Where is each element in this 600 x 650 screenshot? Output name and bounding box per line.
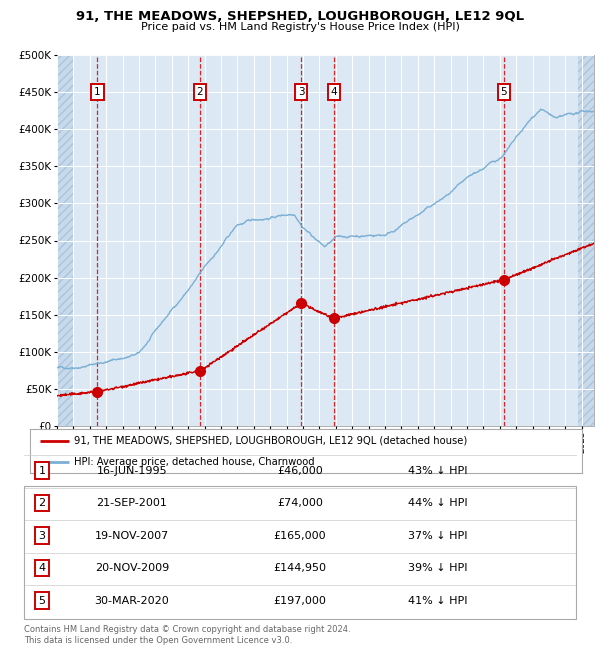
Text: 4: 4 [331,87,337,98]
Text: 1: 1 [94,87,101,98]
Text: 2: 2 [197,87,203,98]
Text: £197,000: £197,000 [274,595,326,606]
Text: 43% ↓ HPI: 43% ↓ HPI [408,465,468,476]
Text: 37% ↓ HPI: 37% ↓ HPI [408,530,468,541]
Text: 20-NOV-2009: 20-NOV-2009 [95,563,169,573]
Text: HPI: Average price, detached house, Charnwood: HPI: Average price, detached house, Char… [74,457,315,467]
Text: 91, THE MEADOWS, SHEPSHED, LOUGHBOROUGH, LE12 9QL (detached house): 91, THE MEADOWS, SHEPSHED, LOUGHBOROUGH,… [74,436,467,446]
Text: 16-JUN-1995: 16-JUN-1995 [97,465,167,476]
Text: This data is licensed under the Open Government Licence v3.0.: This data is licensed under the Open Gov… [24,636,292,645]
Text: 5: 5 [500,87,507,98]
Text: £46,000: £46,000 [277,465,323,476]
Bar [578,55,594,426]
Text: 41% ↓ HPI: 41% ↓ HPI [408,595,468,606]
Text: £144,950: £144,950 [274,563,326,573]
Text: 3: 3 [38,530,46,541]
Text: Price paid vs. HM Land Registry's House Price Index (HPI): Price paid vs. HM Land Registry's House … [140,22,460,32]
Text: £165,000: £165,000 [274,530,326,541]
Text: 44% ↓ HPI: 44% ↓ HPI [408,498,468,508]
Text: Contains HM Land Registry data © Crown copyright and database right 2024.: Contains HM Land Registry data © Crown c… [24,625,350,634]
Text: 2: 2 [38,498,46,508]
Text: 39% ↓ HPI: 39% ↓ HPI [408,563,468,573]
Text: 1: 1 [38,465,46,476]
Text: 3: 3 [298,87,304,98]
Text: 30-MAR-2020: 30-MAR-2020 [95,595,169,606]
Text: 4: 4 [38,563,46,573]
Bar [57,55,73,426]
Text: 21-SEP-2001: 21-SEP-2001 [97,498,167,508]
Text: 19-NOV-2007: 19-NOV-2007 [95,530,169,541]
Text: 91, THE MEADOWS, SHEPSHED, LOUGHBOROUGH, LE12 9QL: 91, THE MEADOWS, SHEPSHED, LOUGHBOROUGH,… [76,10,524,23]
Text: £74,000: £74,000 [277,498,323,508]
Text: 5: 5 [38,595,46,606]
